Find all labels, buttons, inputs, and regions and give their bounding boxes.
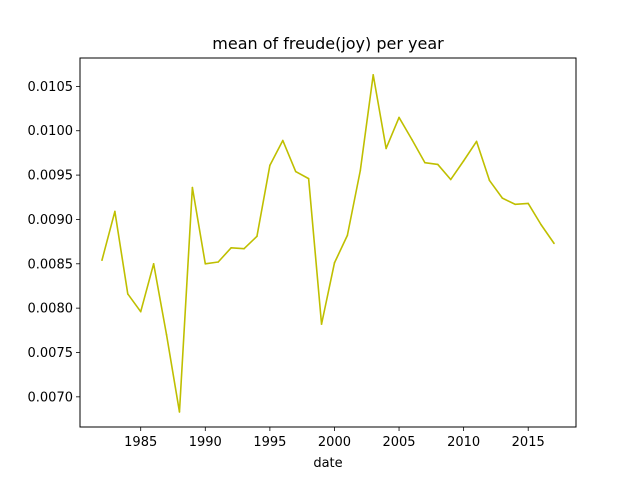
- data-point: [139, 310, 142, 313]
- x-tick-label: 2005: [382, 435, 415, 450]
- data-point: [230, 247, 232, 249]
- y-tick-label: 0.0080: [28, 302, 74, 317]
- data-point: [320, 323, 323, 325]
- series-line: [101, 74, 555, 413]
- data-point: [243, 247, 245, 250]
- x-axis: 1985 1990 1995 2000 2005 2010 2015: [124, 427, 545, 450]
- y-tick-label: 0.0095: [28, 169, 74, 184]
- data-point: [501, 197, 504, 199]
- data-point: [281, 139, 284, 142]
- data-point: [165, 333, 168, 336]
- data-point: [178, 411, 181, 413]
- y-tick-label: 0.0100: [28, 124, 74, 139]
- x-tick-label: 1990: [189, 435, 222, 450]
- data-point: [191, 186, 194, 189]
- data-point: [333, 262, 336, 264]
- data-point: [101, 259, 103, 262]
- data-point: [553, 242, 555, 245]
- data-point: [436, 163, 439, 166]
- data-point: [514, 203, 517, 206]
- y-tick-label: 0.0070: [28, 390, 74, 405]
- y-axis: 0.0070 0.0075 0.0080 0.0085 0.0090 0.0095 0.01…: [28, 80, 80, 405]
- data-point: [256, 235, 258, 238]
- data-point: [411, 138, 413, 141]
- data-point: [372, 74, 375, 76]
- data-point: [307, 177, 310, 180]
- x-tick-label: 1995: [253, 435, 286, 450]
- y-tick-label: 0.0105: [28, 80, 74, 95]
- data-point: [424, 161, 426, 164]
- data-point: [217, 261, 220, 263]
- data-point: [475, 140, 478, 143]
- data-point: [114, 210, 116, 213]
- x-tick-label: 2010: [447, 435, 480, 450]
- plot-area: [101, 74, 555, 413]
- data-point: [527, 202, 530, 205]
- data-point: [488, 179, 491, 182]
- data-point: [462, 160, 465, 162]
- data-point: [359, 169, 362, 172]
- data-point: [269, 164, 271, 167]
- x-tick-label: 1985: [124, 435, 157, 450]
- x-tick-label: 2015: [512, 435, 545, 450]
- data-point: [126, 293, 129, 295]
- y-tick-label: 0.0085: [28, 257, 74, 272]
- y-tick-label: 0.0090: [28, 213, 74, 228]
- data-point: [204, 262, 207, 265]
- y-tick-label: 0.0075: [28, 346, 74, 361]
- chart-title: mean of freude(joy) per year: [212, 34, 444, 53]
- data-point: [449, 178, 452, 181]
- data-point: [152, 262, 155, 265]
- data-point: [346, 234, 349, 237]
- data-point: [385, 147, 387, 150]
- x-tick-label: 2000: [318, 435, 351, 450]
- axes-frame: [79, 57, 577, 428]
- x-axis-label: date: [313, 456, 342, 471]
- data-point: [294, 170, 297, 173]
- data-point: [540, 223, 542, 226]
- data-point: [398, 116, 400, 119]
